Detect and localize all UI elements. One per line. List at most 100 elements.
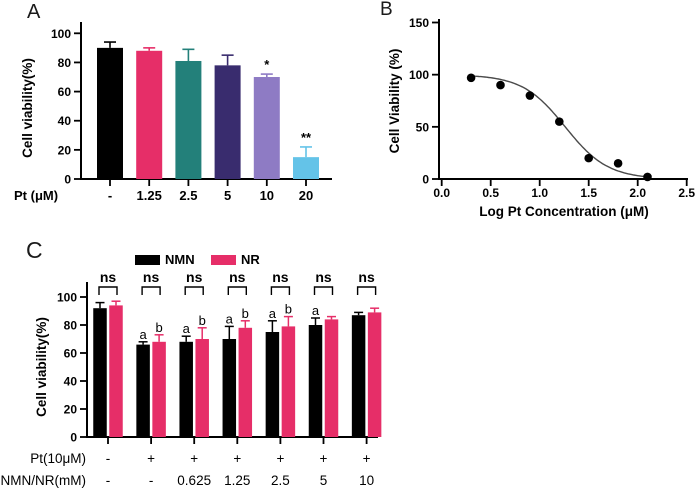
bar bbox=[175, 60, 202, 179]
x-tick-label: 0.0 bbox=[433, 186, 450, 200]
x-tick-label: - bbox=[108, 188, 112, 203]
bar bbox=[293, 157, 319, 179]
ns-label: ns bbox=[229, 269, 246, 285]
y-tick-label: 150 bbox=[409, 16, 429, 30]
bar bbox=[97, 47, 123, 180]
panel-c-label: C bbox=[26, 237, 43, 263]
bar-nmn bbox=[308, 325, 323, 437]
y-tick-label: 100 bbox=[51, 27, 71, 41]
x-tick-label: 20 bbox=[299, 188, 313, 203]
ns-label: ns bbox=[358, 269, 375, 285]
nmn-nr-row-value: - bbox=[149, 473, 154, 488]
bar bbox=[253, 77, 280, 179]
y-tick-label: 60 bbox=[58, 85, 72, 99]
nmn-nr-row-value: 1.25 bbox=[224, 473, 250, 488]
data-point bbox=[555, 117, 564, 126]
x-tick-label: 1.25 bbox=[137, 188, 162, 203]
x-row-label: Pt (μM) bbox=[14, 188, 58, 203]
pt-row-value: + bbox=[147, 451, 155, 466]
bar-nmn bbox=[136, 344, 150, 437]
x-tick-label: 2.5 bbox=[179, 188, 197, 203]
panel-a-label: A bbox=[27, 1, 41, 23]
comparison-bracket bbox=[98, 286, 118, 295]
bar-nmn bbox=[93, 308, 107, 437]
comparison-bracket bbox=[270, 286, 291, 295]
nmn-nr-row-label: NMN/NR(mM) bbox=[1, 473, 86, 488]
pt-row-value: + bbox=[363, 451, 371, 466]
nmn-nr-row-value: 5 bbox=[320, 473, 328, 488]
y-tick-label: 40 bbox=[64, 375, 78, 389]
bar-nr bbox=[281, 326, 296, 437]
pt-row-value: + bbox=[320, 451, 328, 466]
bar-nr bbox=[109, 305, 123, 437]
y-tick-label: 0 bbox=[70, 431, 77, 445]
letter-annotation: a bbox=[183, 321, 191, 336]
ns-label: ns bbox=[100, 269, 117, 285]
ns-label: ns bbox=[315, 269, 332, 285]
y-tick-label: 40 bbox=[58, 114, 72, 128]
bar bbox=[214, 65, 241, 179]
nmn-nr-row-value: 0.625 bbox=[177, 473, 211, 488]
bar-nmn bbox=[222, 339, 237, 437]
y-tick-label: 20 bbox=[58, 143, 72, 157]
letter-annotation: b bbox=[155, 320, 162, 335]
x-tick-label: 2.0 bbox=[629, 186, 646, 200]
y-tick-label: 0 bbox=[422, 173, 429, 187]
letter-annotation: a bbox=[139, 327, 147, 342]
x-axis-title: Log Pt Concentration (μM) bbox=[479, 204, 649, 219]
letter-annotation: a bbox=[226, 311, 234, 326]
bar-nmn bbox=[351, 315, 366, 437]
bar-nr bbox=[195, 339, 209, 437]
comparison-bracket bbox=[227, 286, 247, 295]
data-point bbox=[496, 80, 505, 90]
x-tick-label: 1.5 bbox=[580, 186, 597, 200]
legend-label-nmn: NMN bbox=[165, 252, 195, 267]
bar-nr bbox=[367, 312, 382, 437]
data-point bbox=[525, 91, 535, 100]
bar-nr bbox=[324, 319, 339, 437]
data-point bbox=[466, 73, 476, 83]
letter-annotation: b bbox=[285, 302, 292, 317]
y-axis-title: Cell viability(%) bbox=[34, 317, 49, 417]
y-tick-label: 80 bbox=[64, 319, 78, 333]
significance-mark: * bbox=[264, 57, 270, 72]
pt-row-label: Pt(10μM) bbox=[30, 451, 86, 466]
ns-label: ns bbox=[272, 269, 289, 285]
legend-swatch-nmn bbox=[135, 255, 160, 265]
legend-swatch-nr bbox=[211, 255, 236, 265]
y-tick-label: 100 bbox=[57, 291, 77, 305]
data-point bbox=[584, 153, 593, 163]
nmn-nr-row-value: 10 bbox=[359, 473, 374, 488]
x-tick-label: 5 bbox=[224, 188, 231, 203]
comparison-bracket bbox=[184, 286, 204, 295]
y-axis-title: Cell Viability (%) bbox=[387, 49, 402, 154]
comparison-bracket bbox=[356, 286, 377, 295]
legend-label-nr: NR bbox=[241, 252, 260, 267]
data-point bbox=[613, 159, 623, 168]
letter-annotation: a bbox=[312, 303, 320, 318]
pt-row-value: + bbox=[276, 451, 284, 466]
y-tick-label: 20 bbox=[64, 403, 78, 417]
pt-row-value: - bbox=[106, 451, 111, 466]
bar-nr bbox=[238, 327, 253, 437]
y-tick-label: 60 bbox=[64, 347, 78, 361]
pt-row-value: + bbox=[190, 451, 198, 466]
y-axis-title: Cell viability(%) bbox=[20, 58, 35, 158]
panel-b-label: B bbox=[380, 0, 393, 20]
comparison-bracket bbox=[141, 286, 161, 295]
y-tick-label: 50 bbox=[416, 120, 430, 134]
letter-annotation: a bbox=[269, 306, 277, 321]
ns-label: ns bbox=[143, 269, 160, 285]
nmn-nr-row-value: - bbox=[106, 473, 111, 488]
comparison-bracket bbox=[313, 286, 334, 295]
x-tick-label: 10 bbox=[260, 188, 274, 203]
bar-nmn bbox=[265, 332, 280, 437]
fit-curve bbox=[469, 75, 650, 178]
pt-row-value: + bbox=[233, 451, 241, 466]
data-point bbox=[643, 172, 652, 182]
x-tick-label: 0.5 bbox=[482, 186, 499, 200]
bar-nmn bbox=[179, 341, 193, 437]
y-tick-label: 80 bbox=[58, 56, 72, 70]
